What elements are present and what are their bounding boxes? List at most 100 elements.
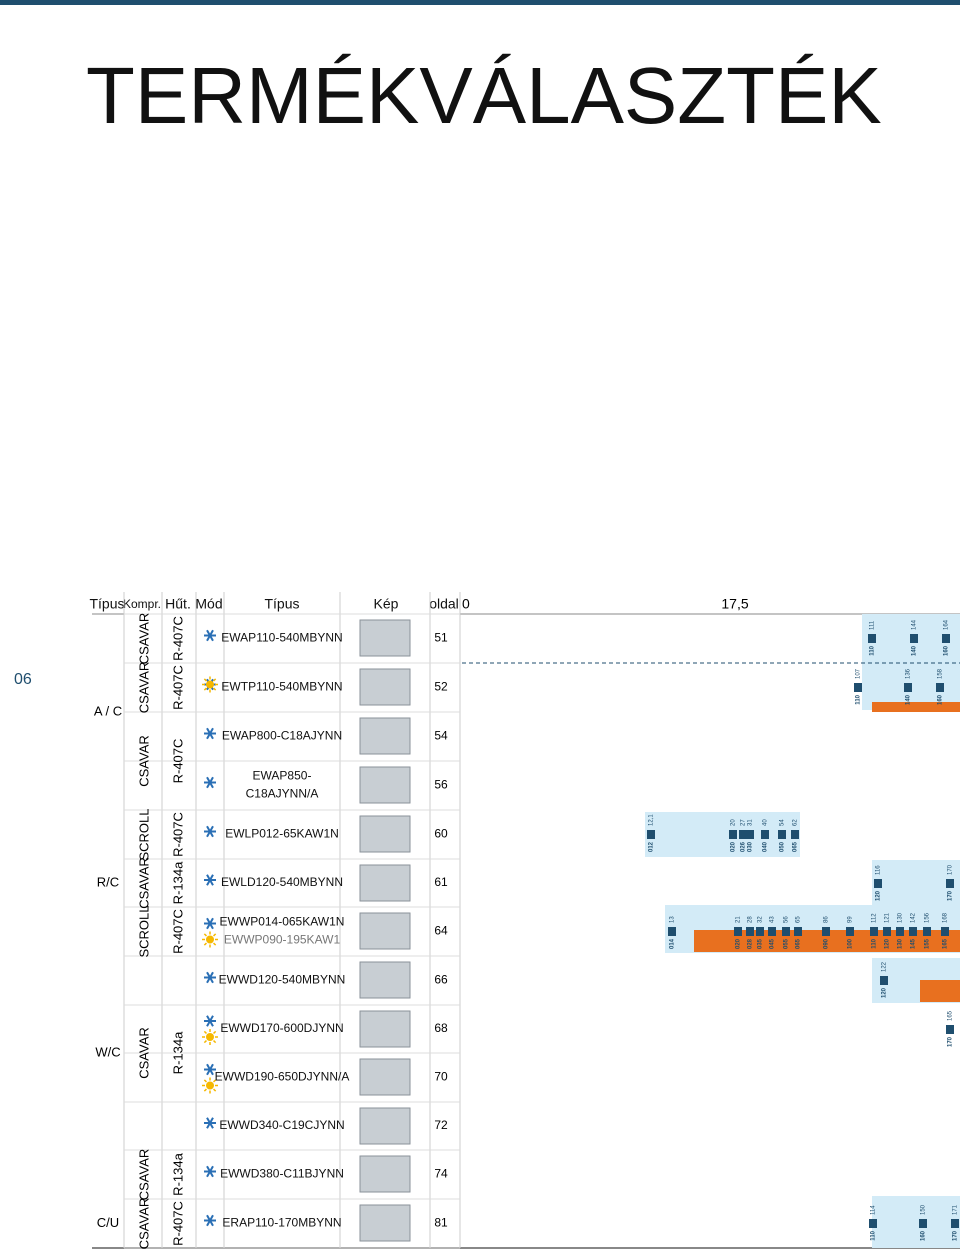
- mode-icon: [213, 1079, 217, 1083]
- mode-icon: [203, 1030, 207, 1034]
- compressor: CSAVAR: [136, 1149, 151, 1201]
- unit-marker: [761, 830, 769, 839]
- type-group: C/U: [97, 1215, 119, 1230]
- unit-marker: [880, 976, 888, 985]
- range-box: [645, 812, 800, 857]
- page-ref: 64: [434, 924, 448, 938]
- product-image: [359, 1155, 411, 1193]
- page-ref: 56: [434, 778, 448, 792]
- refrigerant: R-134a: [170, 861, 185, 904]
- model-name: EWAP850-: [253, 769, 312, 783]
- axis-label: 17,5: [721, 596, 748, 612]
- model-name: EWAP800-C18AJYNN: [222, 729, 342, 743]
- model-name: EWAP110-540MBYNN: [221, 631, 342, 645]
- unit-marker: [910, 634, 918, 643]
- unit-marker: [734, 927, 742, 936]
- marker-label: 32: [758, 916, 764, 923]
- mode-icon: [203, 1079, 207, 1083]
- range-box: [872, 1196, 960, 1248]
- mode-icon: [203, 687, 207, 691]
- model-name: EWWD120-540MBYNN: [219, 973, 346, 987]
- marker-label: 120: [876, 890, 882, 901]
- marker-label: 56: [784, 916, 790, 923]
- marker-label: 122: [882, 961, 888, 972]
- marker-label: 170: [948, 890, 954, 901]
- mode-icon: [213, 1030, 217, 1034]
- marker-label: 170: [948, 864, 954, 875]
- marker-label: 13: [670, 916, 676, 923]
- unit-marker: [729, 830, 737, 839]
- compressor: CSAVAR: [136, 1027, 151, 1079]
- unit-marker: [942, 634, 950, 643]
- column-header: oldal: [429, 596, 459, 612]
- product-image: [359, 717, 411, 755]
- marker-label: 142: [911, 912, 917, 923]
- page-ref: 66: [434, 973, 448, 987]
- mode-icon: [213, 942, 217, 946]
- column-header: Mód: [195, 596, 222, 612]
- product-image: [359, 1010, 411, 1048]
- marker-label: 160: [944, 645, 950, 656]
- model-name: EWWD340-C19CJYNN: [219, 1118, 344, 1132]
- unit-marker: [768, 927, 776, 936]
- product-image: [359, 864, 411, 902]
- marker-label: 28: [748, 916, 754, 923]
- mode-icon: [206, 1117, 214, 1129]
- marker-label: 20: [731, 819, 737, 826]
- page-ref: 52: [434, 680, 448, 694]
- marker-label: 31: [748, 819, 754, 826]
- marker-label: 116: [876, 865, 882, 875]
- marker-label: 110: [870, 645, 876, 655]
- unit-marker: [909, 927, 917, 936]
- marker-label: 090: [824, 938, 830, 949]
- product-image: [359, 619, 411, 657]
- page-ref: 60: [434, 827, 448, 841]
- compressor: CSAVAR: [136, 613, 151, 665]
- marker-label: 112: [872, 913, 878, 923]
- model-name: C18AJYNN/A: [246, 787, 319, 801]
- type-group: W/C: [95, 1044, 120, 1059]
- product-image: [359, 961, 411, 999]
- marker-label: 145: [911, 938, 917, 949]
- unit-marker: [946, 879, 954, 888]
- refrigerant: R-407C: [170, 739, 185, 784]
- refrigerant: R-134a: [170, 1031, 185, 1074]
- marker-label: 014: [670, 938, 676, 949]
- marker-label: 170: [948, 1036, 954, 1047]
- marker-label: 065: [796, 938, 802, 949]
- product-image: [359, 912, 411, 950]
- marker-label: 144: [912, 619, 918, 630]
- marker-label: 168: [943, 912, 949, 923]
- product-image: [359, 766, 411, 804]
- marker-label: 136: [906, 668, 912, 679]
- unit-marker: [941, 927, 949, 936]
- product-image: [359, 815, 411, 853]
- marker-label: 120: [885, 938, 891, 949]
- model-name: EWWD190-650DJYNN/A: [215, 1070, 350, 1084]
- compressor: CSAVAR: [136, 1198, 151, 1250]
- unit-marker: [923, 927, 931, 936]
- unit-marker: [870, 927, 878, 936]
- marker-label: 114: [871, 1205, 877, 1215]
- mode-icon: [213, 678, 217, 682]
- mode-icon: [203, 678, 207, 682]
- column-header: Típus: [89, 596, 124, 612]
- marker-label: 140: [912, 645, 918, 656]
- page-title: TERMÉKVÁLASZTÉK: [86, 51, 882, 140]
- marker-label: 026: [741, 841, 747, 852]
- product-image: [359, 1204, 411, 1242]
- marker-label: 27: [741, 819, 747, 826]
- marker-label: 050: [780, 841, 786, 852]
- marker-label: 158: [938, 668, 944, 679]
- marker-label: 170: [953, 1230, 959, 1241]
- refrigerant: R-407C: [170, 812, 185, 857]
- unit-marker: [896, 927, 904, 936]
- marker-label: 121: [885, 912, 891, 923]
- marker-label: 65: [796, 916, 802, 923]
- compressor: SCROLL: [136, 905, 151, 957]
- model-name: EWWP014-065KAW1N: [220, 915, 345, 929]
- product-image: [359, 668, 411, 706]
- refrigerant: R-134a: [170, 1152, 185, 1195]
- marker-label: 99: [848, 916, 854, 923]
- mode-icon: [206, 629, 214, 642]
